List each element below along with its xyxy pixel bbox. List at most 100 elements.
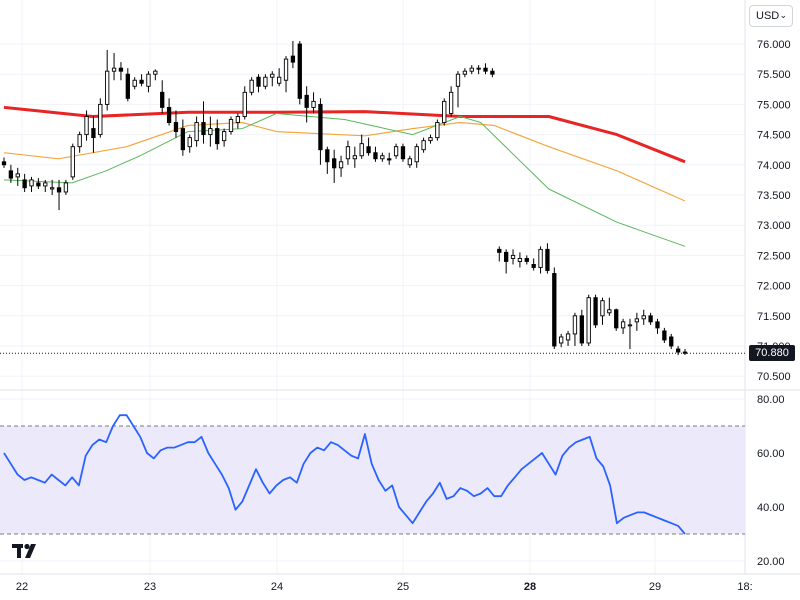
candle-body-up xyxy=(600,300,605,317)
candle xyxy=(352,146,357,168)
candle xyxy=(579,309,584,346)
candle xyxy=(448,86,454,117)
time-tick-label: 22 xyxy=(16,581,28,593)
candle-body-up xyxy=(627,324,633,327)
candle xyxy=(77,131,82,153)
candle-body-up xyxy=(228,119,234,133)
candle xyxy=(682,349,688,356)
candle-body-up xyxy=(283,58,289,81)
candle-body-down xyxy=(332,158,337,169)
candle-body-up xyxy=(407,158,412,166)
candle-body-up xyxy=(586,297,591,344)
candle-body-up xyxy=(414,146,419,163)
price-tick-label: 72.000 xyxy=(757,281,791,293)
candle-body-up xyxy=(29,179,34,187)
candle-body-up xyxy=(559,336,564,344)
candle xyxy=(345,140,351,165)
candle-body-down xyxy=(215,128,220,145)
candle-body-up xyxy=(634,318,639,323)
candle-body-down xyxy=(139,79,144,84)
candle xyxy=(29,176,34,192)
candle xyxy=(118,62,124,81)
candle xyxy=(50,179,55,195)
candle-body-down xyxy=(125,73,130,99)
candle xyxy=(510,249,516,265)
candle xyxy=(641,309,646,325)
candle-body-up xyxy=(572,315,578,335)
chevron-down-icon: ⌄ xyxy=(779,10,787,20)
candle xyxy=(572,312,578,346)
candle xyxy=(297,40,302,105)
candle xyxy=(490,68,495,78)
candle xyxy=(43,179,48,192)
candle-body-up xyxy=(311,100,316,108)
candle-body-down xyxy=(318,103,323,151)
candle-body-down xyxy=(180,128,185,151)
rsi-line xyxy=(3,414,686,535)
candle-body-down xyxy=(160,91,165,108)
candle xyxy=(304,86,309,123)
candle-body-up xyxy=(442,100,447,123)
candle-body-up xyxy=(77,134,82,148)
candle-body-down xyxy=(497,248,502,253)
candle xyxy=(531,258,536,271)
candle-body-down xyxy=(400,146,406,160)
candle-body-up xyxy=(277,76,282,84)
candle-body-down xyxy=(201,122,206,136)
candle-body-up xyxy=(235,116,241,123)
ma-orange-line xyxy=(3,121,686,202)
candle-body-up xyxy=(50,187,55,190)
candle-body-down xyxy=(118,67,124,72)
candle-body-up xyxy=(263,76,268,87)
candle-body-up xyxy=(565,333,571,341)
candle xyxy=(270,71,275,87)
candle-body-up xyxy=(435,122,440,139)
price-tick-label: 73.500 xyxy=(757,190,791,202)
currency-select[interactable]: USD ⌄ xyxy=(749,5,793,27)
candle-body-down xyxy=(8,170,14,179)
candle xyxy=(634,312,639,331)
candle-body-up xyxy=(270,73,275,78)
candle xyxy=(311,92,316,114)
candle xyxy=(332,149,337,183)
candle xyxy=(235,113,241,129)
candle xyxy=(593,294,598,328)
price-tick-label: 73.000 xyxy=(757,220,791,232)
candle xyxy=(325,146,330,174)
candle xyxy=(98,98,103,138)
candle-body-up xyxy=(242,91,247,117)
candle xyxy=(393,143,399,159)
candle-body-up xyxy=(448,91,454,114)
candle xyxy=(277,68,282,87)
candle xyxy=(380,152,385,162)
candle-body-down xyxy=(490,70,495,75)
candle-body-up xyxy=(641,315,646,320)
candle xyxy=(455,71,461,108)
candle xyxy=(146,71,151,93)
candle-body-down xyxy=(648,315,653,323)
candle xyxy=(111,53,117,81)
candle-body-down xyxy=(166,106,172,123)
time-tick-label: 23 xyxy=(144,581,156,593)
rsi-tick-label: 40.00 xyxy=(757,502,785,514)
candle-body-up xyxy=(221,131,227,142)
candle-body-down xyxy=(387,158,392,161)
candle-body-down xyxy=(36,182,41,187)
candle-body-up xyxy=(428,137,433,142)
candle xyxy=(669,333,674,350)
candle xyxy=(476,65,481,75)
candle xyxy=(428,134,433,144)
candle xyxy=(655,318,660,334)
candle xyxy=(8,164,14,183)
time-tick-label: 25 xyxy=(397,581,409,593)
candle xyxy=(249,77,254,96)
rsi-tick-label: 60.00 xyxy=(757,448,785,460)
price-tick-label: 70.500 xyxy=(757,371,791,383)
candle-body-down xyxy=(675,348,681,353)
candle-body-up xyxy=(208,128,213,136)
candle xyxy=(662,327,667,343)
candle xyxy=(504,249,509,274)
candle-body-down xyxy=(256,76,261,87)
candle-body-down xyxy=(373,152,378,160)
